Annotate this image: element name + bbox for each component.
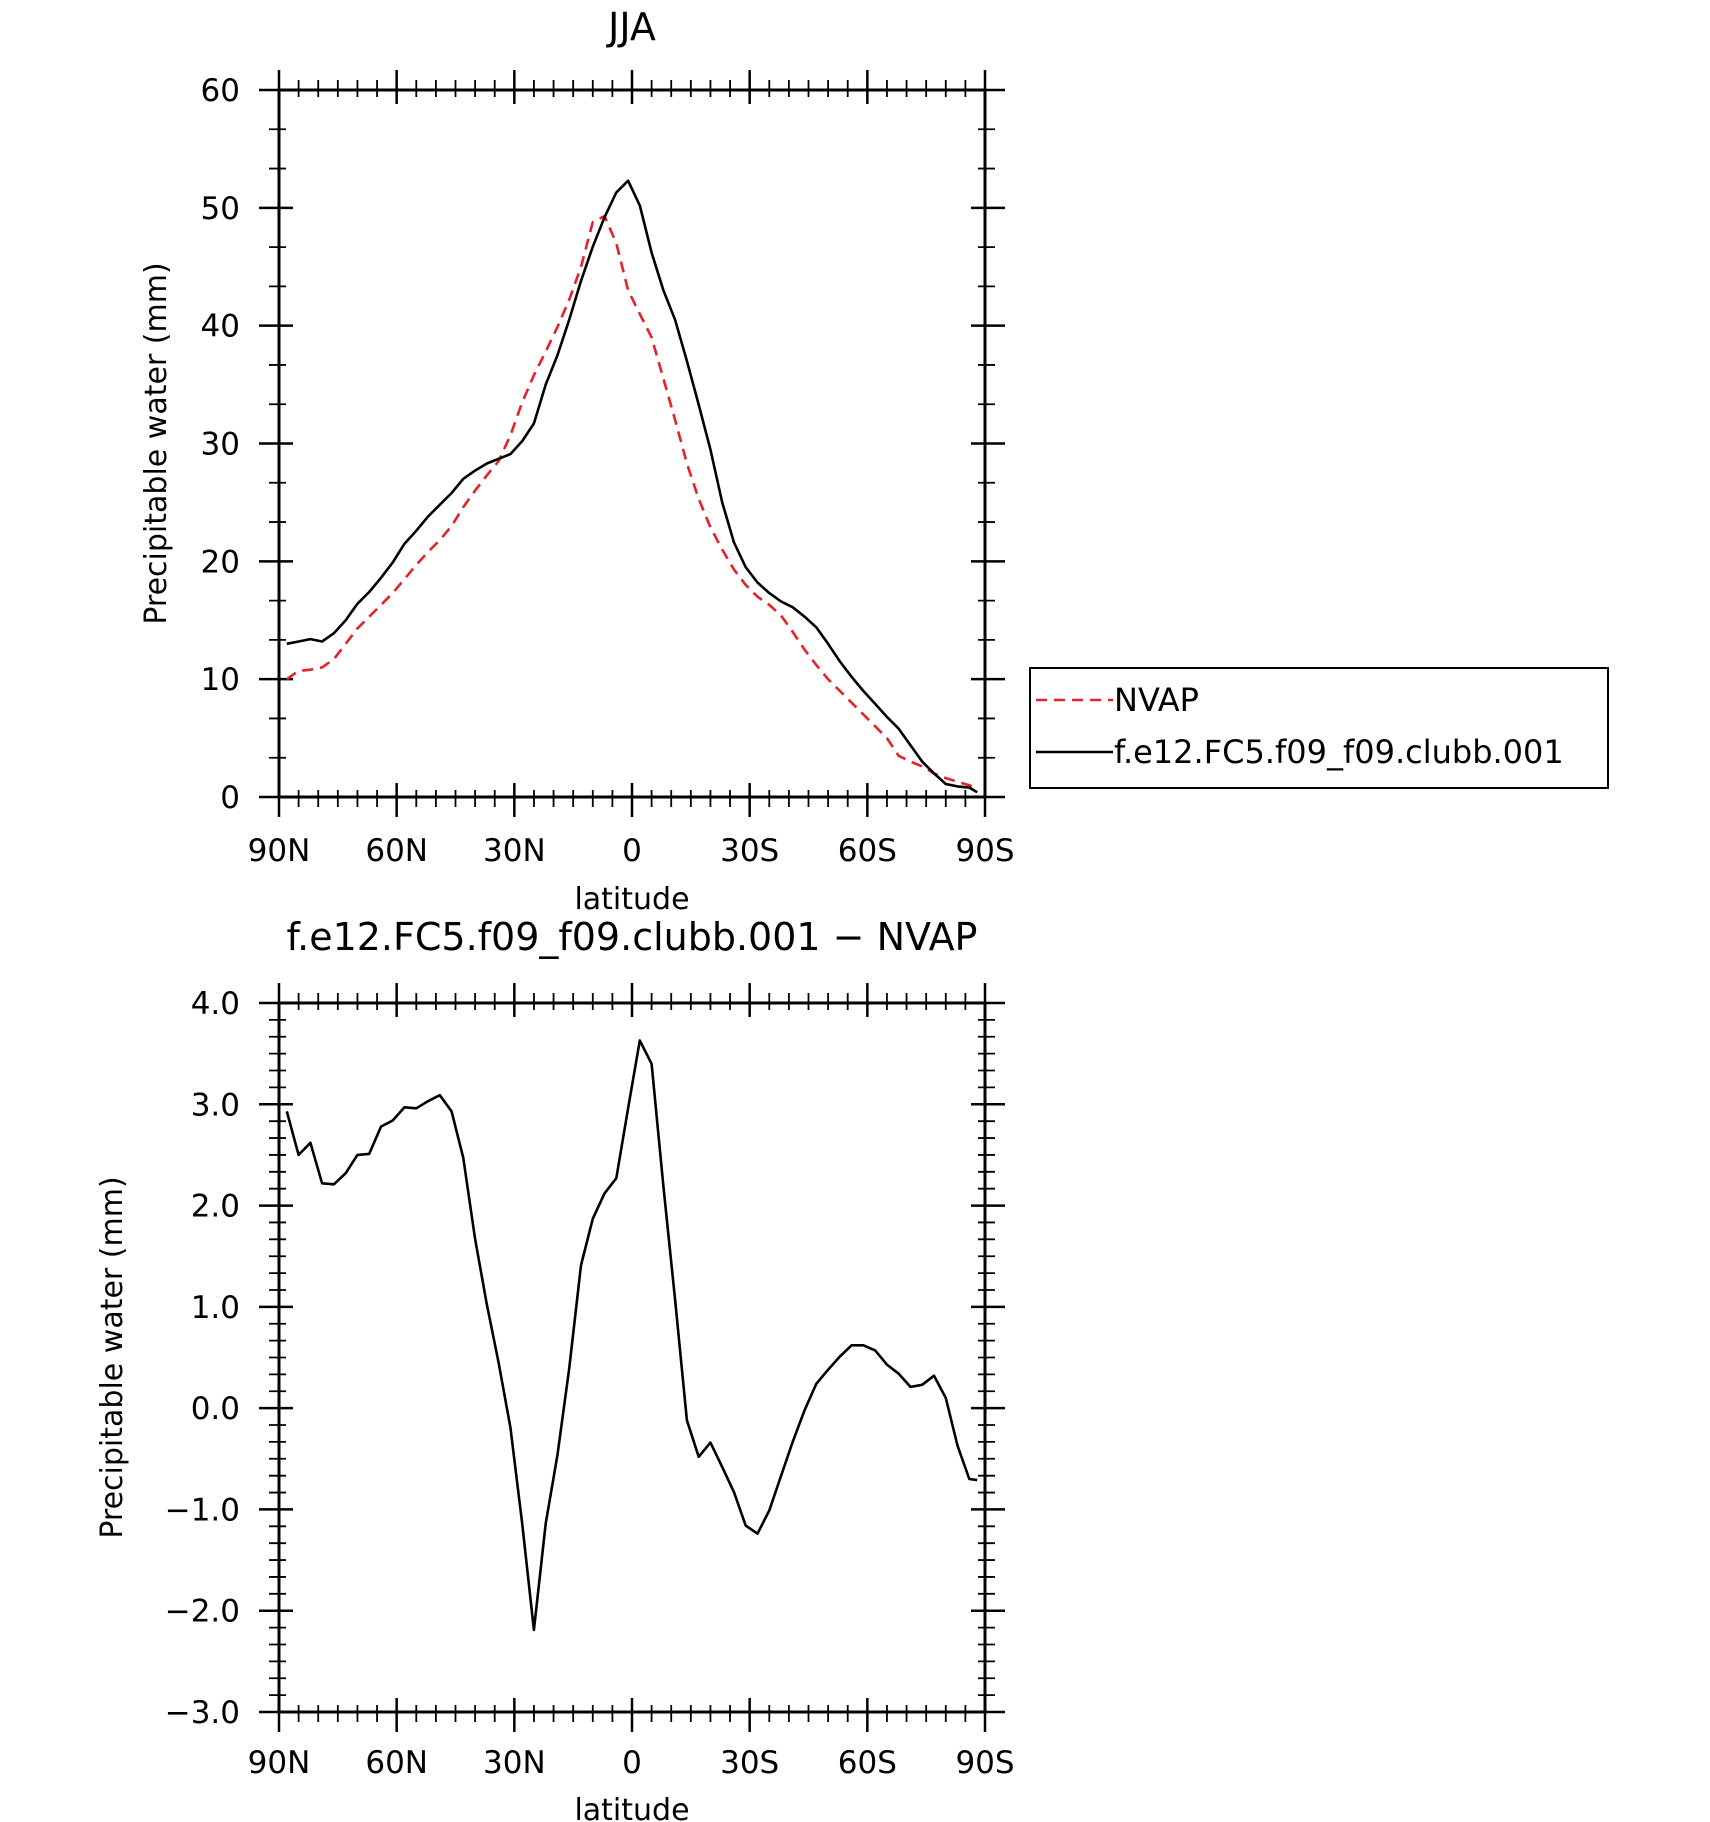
x-tick-label: 60S bbox=[838, 1745, 897, 1781]
x-tick-label: 60S bbox=[838, 833, 897, 869]
y-axis-label: Precipitable water (mm) bbox=[139, 262, 174, 624]
series-line-1 bbox=[287, 1041, 977, 1631]
chart-title: JJA bbox=[606, 5, 656, 49]
series-line-2 bbox=[287, 181, 977, 793]
chart-panel-1: JJA 0 10 20 30 40 50 60 90N 60N 30N 0 30S 60S 90S latit… bbox=[139, 5, 1608, 917]
y-tick-label: 30 bbox=[201, 427, 240, 463]
x-tick-label: 60N bbox=[365, 833, 428, 869]
y-tick-label: −1.0 bbox=[165, 1492, 240, 1528]
plot-frame bbox=[279, 90, 985, 797]
y-tick-label: 0.0 bbox=[191, 1391, 240, 1427]
chart-title: f.e12.FC5.f09_f09.clubb.001 − NVAP bbox=[287, 915, 978, 959]
x-tick-label: 90N bbox=[248, 833, 311, 869]
x-tick-label: 0 bbox=[622, 833, 642, 869]
y-tick-label: 0 bbox=[220, 780, 240, 816]
x-tick-label: 90S bbox=[955, 1745, 1014, 1781]
y-tick-label: 50 bbox=[201, 191, 240, 227]
plot-frame bbox=[279, 1003, 985, 1712]
y-tick-label: 1.0 bbox=[191, 1290, 240, 1326]
x-axis-label: latitude bbox=[574, 1793, 689, 1822]
x-tick-label: 90N bbox=[248, 1745, 311, 1781]
y-axis-label: Precipitable water (mm) bbox=[95, 1176, 130, 1538]
y-tick-label: 10 bbox=[201, 662, 240, 698]
y-tick-label: 60 bbox=[201, 73, 240, 109]
chart-panel-2: f.e12.FC5.f09_f09.clubb.001 − NVAP −3.0 −2… bbox=[95, 915, 1015, 1822]
legend-label: f.e12.FC5.f09_f09.clubb.001 bbox=[1114, 733, 1564, 771]
x-tick-label: 0 bbox=[622, 1745, 642, 1781]
y-tick-label: −3.0 bbox=[165, 1695, 240, 1731]
x-tick-label: 30N bbox=[483, 1745, 546, 1781]
y-tick-label: 3.0 bbox=[191, 1087, 240, 1123]
x-tick-label: 30N bbox=[483, 833, 546, 869]
x-tick-label: 30S bbox=[720, 833, 779, 869]
y-tick-label: −2.0 bbox=[165, 1594, 240, 1630]
legend: NVAP f.e12.FC5.f09_f09.clubb.001 bbox=[1030, 668, 1608, 788]
x-tick-label: 30S bbox=[720, 1745, 779, 1781]
x-axis-label: latitude bbox=[574, 882, 689, 917]
y-tick-label: 4.0 bbox=[191, 986, 240, 1022]
x-tick-label: 90S bbox=[955, 833, 1014, 869]
x-tick-label: 60N bbox=[365, 1745, 428, 1781]
y-tick-label: 20 bbox=[201, 544, 240, 580]
legend-label: NVAP bbox=[1114, 681, 1199, 719]
y-tick-label: 2.0 bbox=[191, 1189, 240, 1225]
y-tick-label: 40 bbox=[201, 309, 240, 345]
